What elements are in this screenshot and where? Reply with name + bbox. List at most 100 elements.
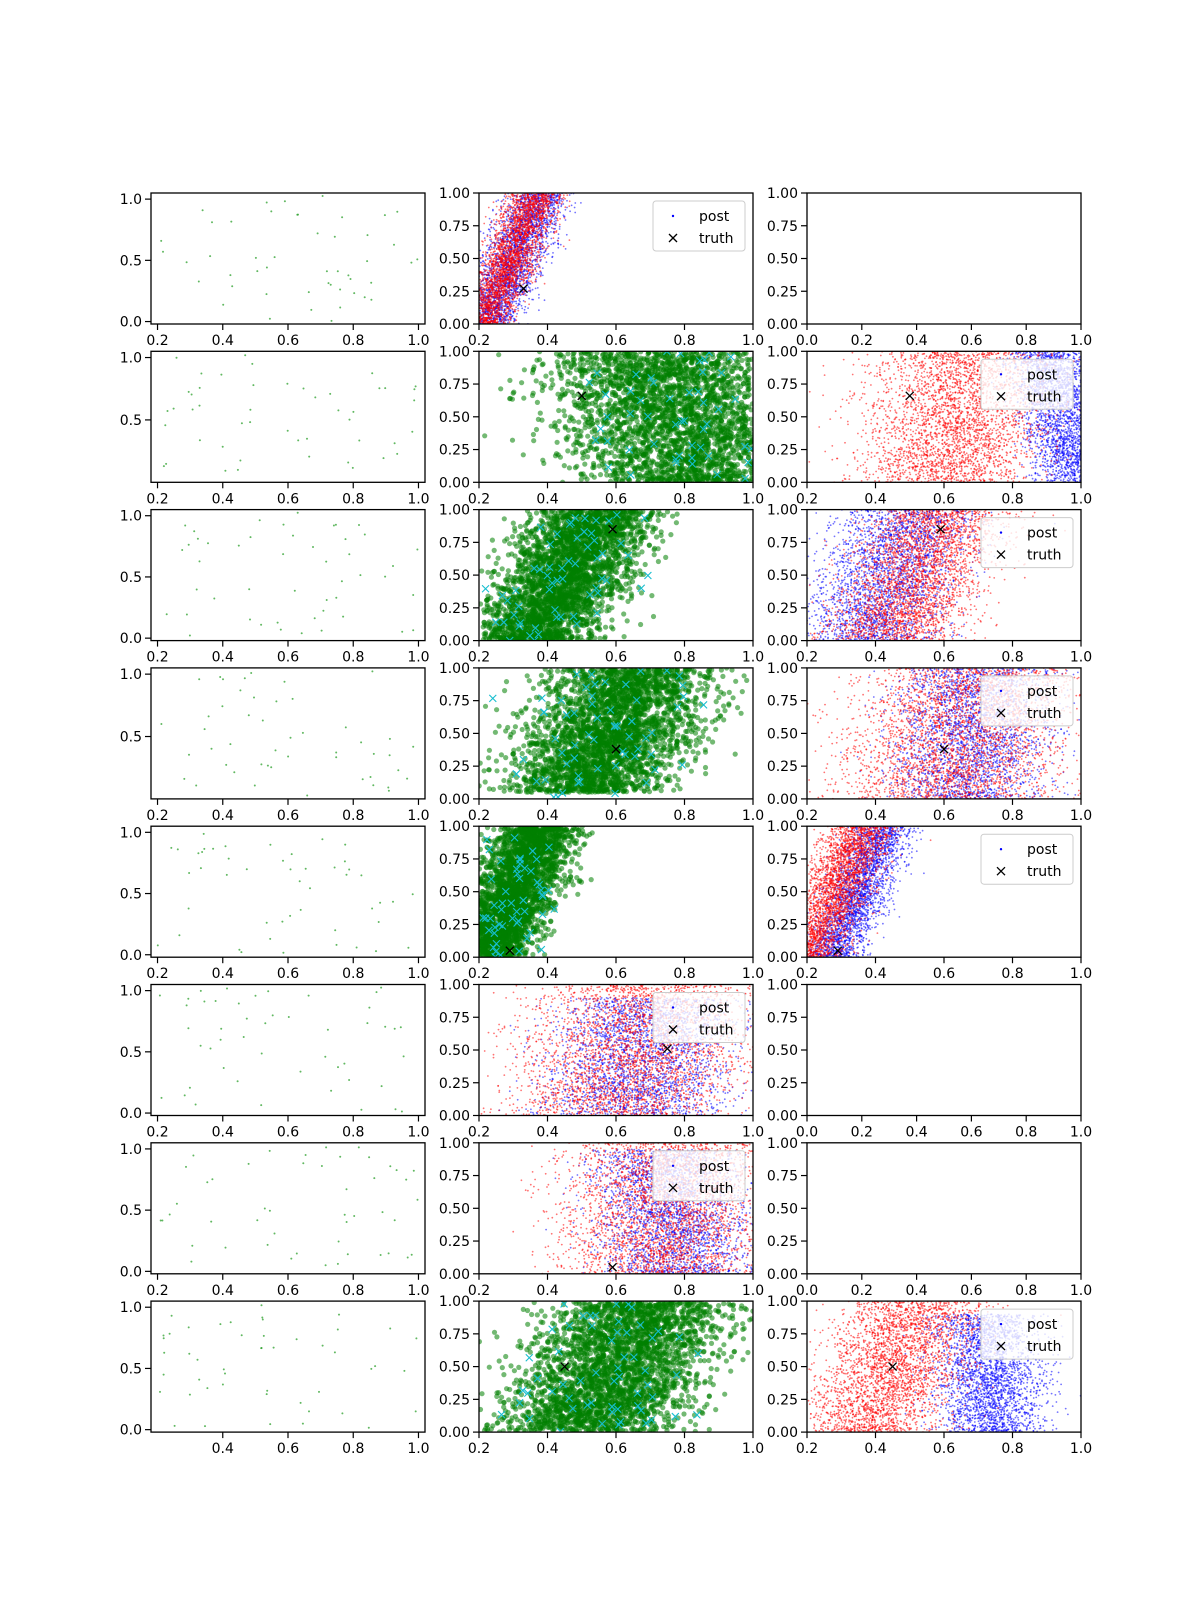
post-point-blue <box>492 209 494 212</box>
post-point-red <box>501 253 503 256</box>
post-point-red <box>496 233 499 236</box>
post-point-red <box>521 216 524 219</box>
post-point-red <box>484 253 487 256</box>
post-point-blue <box>499 210 502 213</box>
post-point-blue <box>554 194 557 197</box>
post-point-red <box>513 289 516 291</box>
post-point-red <box>553 208 556 211</box>
post-point-red <box>504 196 507 199</box>
post-point-red <box>538 227 540 230</box>
post-point-red <box>495 284 498 287</box>
post-point-red <box>528 280 530 282</box>
post-point-red <box>506 240 509 243</box>
subplot-r0-c1: 0.2 0.4 0.6 0.8 1.00.000.250.500.751.00postt… <box>439 186 764 349</box>
post-point-red <box>534 278 537 281</box>
post-point-red <box>543 212 546 215</box>
post-point-red <box>509 229 512 232</box>
post-point-red <box>568 239 571 242</box>
post-point-red <box>535 223 538 226</box>
data-point <box>265 266 268 269</box>
post-point-red <box>506 224 509 227</box>
post-point-red <box>502 299 504 302</box>
post-point-red <box>495 269 498 272</box>
post-point-blue <box>488 217 491 220</box>
post-point-blue <box>498 317 501 320</box>
post-point-blue <box>535 263 538 266</box>
data-point <box>265 293 268 296</box>
post-point-blue <box>483 237 486 240</box>
post-point-blue <box>488 228 491 231</box>
post-point-red <box>536 231 539 233</box>
post-point-red <box>498 312 501 314</box>
post-point-red <box>501 305 504 307</box>
post-point-blue <box>523 308 526 311</box>
post-point-red <box>545 229 548 231</box>
post-point-red <box>498 231 501 234</box>
post-point-red <box>498 222 501 225</box>
post-point-red <box>532 269 535 271</box>
post-point-red <box>520 221 523 224</box>
post-point-red <box>530 249 533 251</box>
post-point-red <box>493 283 496 286</box>
post-point-red <box>506 303 509 306</box>
post-point-red <box>495 255 497 257</box>
post-point-blue <box>484 291 486 294</box>
data-point <box>339 288 342 291</box>
post-point-red <box>538 256 541 258</box>
data-point <box>162 250 164 253</box>
post-point-red <box>479 282 482 285</box>
post-point-red <box>496 278 499 281</box>
post-point-red <box>500 233 503 235</box>
post-point-red <box>548 194 550 197</box>
post-point-red <box>521 264 524 267</box>
post-point-blue <box>549 212 552 215</box>
post-point-blue <box>564 248 567 250</box>
post-point-red <box>522 225 525 228</box>
post-point-red <box>536 260 539 263</box>
post-point-red <box>498 209 501 211</box>
post-point-red <box>500 302 503 304</box>
post-point-blue <box>540 272 543 275</box>
post-point-red <box>499 320 502 323</box>
post-point-red <box>506 231 509 233</box>
post-point-red <box>513 256 516 259</box>
post-point-blue <box>539 247 541 249</box>
post-point-blue <box>527 307 529 309</box>
post-point-red <box>512 277 515 280</box>
post-point-red <box>484 215 487 218</box>
post-point-blue <box>531 261 534 263</box>
post-point-red <box>503 216 505 219</box>
post-point-red <box>529 239 532 242</box>
post-point-red <box>559 217 561 220</box>
post-point-red <box>490 226 493 229</box>
post-point-red <box>523 268 526 270</box>
post-point-blue <box>555 219 557 222</box>
data-point <box>341 216 344 219</box>
post-point-red <box>486 309 489 312</box>
data-point <box>316 232 319 235</box>
post-point-red <box>530 196 533 199</box>
post-point-red <box>526 245 529 248</box>
post-point-red <box>546 198 548 200</box>
post-point-blue <box>483 282 485 284</box>
post-point-blue <box>532 298 535 301</box>
data-point <box>329 283 332 286</box>
post-point-red <box>523 236 525 239</box>
post-point-blue <box>522 300 525 302</box>
post-point-red <box>516 219 518 222</box>
post-point-red <box>489 279 492 281</box>
data-point <box>396 210 399 213</box>
post-point-red <box>510 214 513 217</box>
post-point-blue <box>564 208 567 211</box>
post-point-red <box>485 296 488 299</box>
post-point-red <box>505 271 508 274</box>
post-point-red <box>522 203 525 206</box>
post-point-red <box>501 317 504 319</box>
post-point-red <box>524 300 526 303</box>
post-point-red <box>556 217 559 220</box>
post-point-red <box>487 281 490 284</box>
post-point-red <box>544 227 547 229</box>
post-point-red <box>525 268 528 271</box>
post-point-red <box>524 273 527 275</box>
post-point-red <box>557 239 559 242</box>
